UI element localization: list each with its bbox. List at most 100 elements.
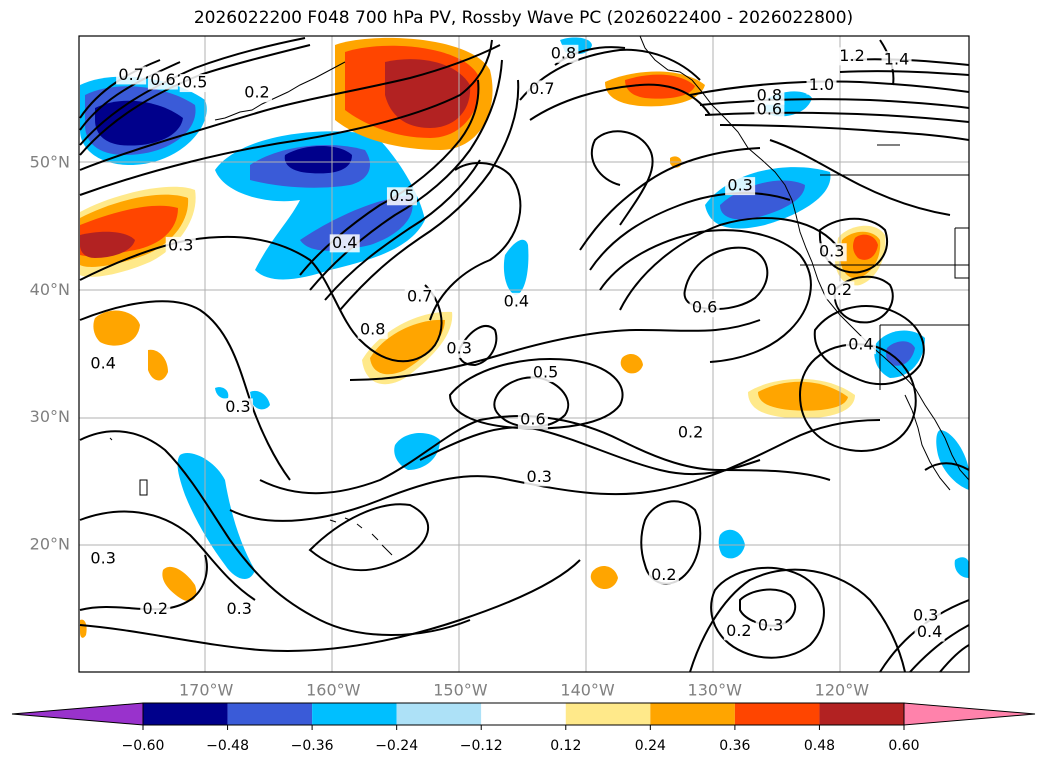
map-layers: 0.7 0.6 0.50.20.50.40.30.70.80.30.40.50.60… (79, 36, 969, 672)
lon-label: 170°W (179, 681, 234, 700)
contour-label: 0.7 (118, 65, 143, 84)
contour-label: 0.2 (678, 422, 703, 441)
contour-label-bg (548, 44, 579, 63)
contour-label-bg (754, 100, 785, 119)
longitude-labels: 170°W 160°W 150°W 140°W 130°W 120°W (179, 681, 869, 700)
contour-label-bg (147, 71, 178, 90)
contour-label: 0.4 (504, 291, 529, 310)
lat-label: 50°N (30, 153, 70, 172)
contour-label-bg (689, 299, 720, 318)
contour-label-bg (530, 364, 561, 383)
contour-label: 0.6 (757, 99, 782, 118)
contour-label-bg (754, 86, 785, 105)
colorbar-segment (312, 703, 397, 725)
lat-label: 20°N (30, 534, 70, 553)
colorbar-tick-label: −0.24 (375, 738, 418, 754)
lon-label: 160°W (306, 681, 361, 700)
contour-label: 0.3 (727, 176, 752, 195)
colorbar-segment (227, 703, 313, 725)
colorbar-segment (396, 703, 482, 725)
contour-label-bg (222, 398, 253, 417)
contour-label-bg (723, 622, 754, 641)
contour-label: 0.4 (917, 622, 942, 641)
contour-label-bg (444, 339, 475, 358)
contour-label-bg (88, 549, 119, 568)
latitude-labels: 50°N 40°N 30°N 20°N (30, 153, 70, 554)
lon-label: 140°W (560, 681, 615, 700)
contour-label: 0.3 (225, 397, 250, 416)
contour-label: 0.4 (332, 233, 357, 252)
colorbar-tick-label: 0.24 (635, 738, 666, 754)
contour-label-bg (116, 66, 147, 85)
contour-label: 1.2 (839, 46, 864, 65)
contour-label: 0.3 (527, 467, 552, 486)
contour-label-bg (648, 566, 679, 585)
lon-label: 120°W (815, 681, 870, 700)
contour-label: 0.7 (529, 79, 554, 98)
contour-label: 0.2 (143, 599, 168, 618)
contour-label: 1.4 (884, 50, 909, 69)
contour-label: 1.0 (809, 75, 834, 94)
contour-label-bg (755, 617, 786, 636)
contour-label: 0.3 (819, 242, 844, 261)
colorbar-segment (734, 703, 820, 725)
colorbar-segment (650, 703, 735, 725)
contour-label: 0.5 (389, 186, 414, 205)
contour-label-bg (816, 243, 847, 262)
contour-label: 0.4 (90, 354, 115, 373)
contour-label: 0.2 (827, 280, 852, 299)
colorbar-extend-low (11, 702, 144, 726)
contour-label-bg (806, 76, 837, 95)
contour-label: 0.5 (533, 363, 558, 382)
contour-label-bg (881, 51, 912, 70)
contour-label: 0.8 (757, 85, 782, 104)
colorbar-extend-high (903, 702, 1036, 726)
contour-label-bg (242, 84, 272, 103)
contour-label-bg (165, 236, 196, 255)
contour-label-bg (88, 355, 119, 374)
colorbar-tick-label: −0.48 (206, 738, 249, 754)
contour-label-bg (357, 320, 388, 339)
contour-label-bg (140, 600, 171, 619)
lat-label: 40°N (30, 280, 70, 299)
lon-label: 130°W (688, 681, 743, 700)
contour-label-bg (501, 292, 532, 311)
contour-label-bg (224, 600, 255, 619)
colorbar-tick-label: 0.48 (804, 738, 835, 754)
contour-label: 0.7 (407, 286, 432, 305)
contour-label: 0.5 (182, 73, 207, 92)
contour-labels: 0.7 0.6 0.50.20.50.40.30.70.80.30.40.50.60… (88, 43, 945, 642)
contour-label: 0.3 (913, 606, 938, 625)
colorbar-tick-label: 0.36 (719, 738, 750, 754)
contour-label-bg (914, 623, 945, 642)
colorbar-segment (819, 703, 904, 725)
lon-label: 150°W (433, 681, 488, 700)
contour-label-bg (725, 177, 756, 196)
contour-label: 0.8 (551, 43, 576, 62)
colorbar: −0.60 −0.48 −0.36 −0.24 −0.12 0.12 0.24 0.36 0.4… (11, 702, 1036, 754)
colorbar-segment (143, 703, 228, 725)
colorbar-tick-label: 0.60 (888, 738, 919, 754)
contour-label-bg (837, 47, 868, 66)
contour-label: 0.3 (226, 599, 251, 618)
contour-label-bg (910, 607, 941, 626)
contour-label: 0.8 (360, 319, 385, 338)
contour-label-bg (386, 187, 417, 206)
contour-label-bg (524, 468, 555, 487)
contour-label-bg (526, 80, 557, 99)
contour-label-bg (329, 234, 360, 253)
contour-label-bg (517, 411, 548, 430)
contour-label: 0.2 (726, 621, 751, 640)
contour-label: 0.3 (168, 235, 193, 254)
contour-label-bg (179, 74, 210, 93)
contour-label: 0.6 (520, 410, 545, 429)
contour-label-bg (675, 423, 706, 442)
colorbar-segment (481, 703, 566, 725)
contour-label: 0.3 (90, 548, 115, 567)
contour-label-bg (845, 336, 876, 355)
graticule (79, 36, 969, 672)
contour-label: 0.3 (758, 616, 783, 635)
contour-label: 0.2 (244, 83, 269, 102)
lat-label: 30°N (30, 407, 70, 426)
